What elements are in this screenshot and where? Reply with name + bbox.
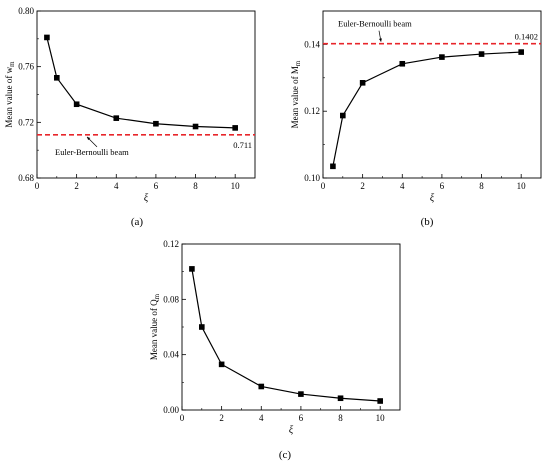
data-point bbox=[73, 101, 80, 108]
x-tick-label: 10 bbox=[376, 413, 386, 423]
data-point bbox=[359, 80, 366, 86]
plot-frame bbox=[322, 10, 542, 179]
x-tick-label: 10 bbox=[231, 181, 241, 191]
x-axis-label: ξ bbox=[289, 425, 294, 436]
chart-caption: (a) bbox=[131, 216, 144, 228]
series-line bbox=[332, 51, 522, 167]
reference-label: Euler-Bernoulli beam bbox=[338, 19, 412, 29]
data-point bbox=[189, 266, 195, 272]
data-point bbox=[232, 125, 238, 131]
y-axis-label: Mean value of Mm bbox=[290, 60, 302, 128]
reference-value-label: 0.711 bbox=[233, 140, 252, 150]
y-tick-label: 0.76 bbox=[18, 62, 34, 72]
reference-label: Euler-Bernoulli beam bbox=[55, 147, 129, 157]
y-tick-label: 0.12 bbox=[163, 239, 179, 249]
data-point bbox=[518, 49, 524, 55]
y-tick-label: 0.80 bbox=[18, 6, 34, 16]
data-point bbox=[340, 112, 346, 119]
y-axis-label-main: Mean value of Q bbox=[149, 299, 159, 360]
x-tick-label: 6 bbox=[154, 181, 159, 191]
x-tick-label: 4 bbox=[400, 181, 405, 191]
y-tick-label: 0.68 bbox=[18, 173, 34, 183]
chart-a: 0 2 4 6 8 10 0.68 0.72 0.76 0.80 ξ Mean value of wm… bbox=[4, 6, 256, 228]
chart-b: 0 2 4 6 8 10 0.10 0.12 0.14 ξ Mean value of Mm Eule… bbox=[290, 10, 542, 228]
x-tick-label: 6 bbox=[299, 413, 304, 423]
data-point bbox=[298, 391, 304, 397]
x-tick-label: 2 bbox=[74, 181, 79, 191]
x-axis-label: ξ bbox=[144, 193, 149, 204]
chart-caption: (b) bbox=[421, 216, 434, 228]
x-axis-label: ξ bbox=[430, 193, 435, 204]
data-point bbox=[399, 60, 406, 67]
y-tick-label: 0.72 bbox=[18, 117, 34, 127]
x-tick-label: 4 bbox=[259, 413, 264, 423]
x-tick-label: 10 bbox=[517, 181, 527, 191]
data-point bbox=[54, 75, 60, 81]
y-tick-label: 0.10 bbox=[304, 173, 320, 183]
y-tick-label: 0.04 bbox=[163, 350, 179, 360]
y-tick-label: 0.00 bbox=[163, 405, 179, 415]
chart-c: 0 2 4 6 8 10 0.00 0.04 0.08 0.12 ξ Mean value of Qm… bbox=[149, 239, 401, 461]
y-axis-label-main: Mean value of w bbox=[4, 66, 14, 127]
x-tick-label: 0 bbox=[35, 181, 40, 191]
reference-value-label: 0.1402 bbox=[515, 32, 538, 42]
x-tick-label: 8 bbox=[193, 181, 198, 191]
x-tick-label: 0 bbox=[180, 413, 185, 423]
x-tick-label: 8 bbox=[479, 181, 484, 191]
data-point bbox=[218, 361, 225, 368]
x-tick-label: 6 bbox=[440, 181, 445, 191]
x-tick-label: 8 bbox=[338, 413, 343, 423]
chart-caption: (c) bbox=[279, 449, 292, 461]
data-point bbox=[192, 123, 199, 130]
reference-arrowhead bbox=[378, 38, 382, 42]
plot-frame bbox=[181, 243, 401, 411]
y-axis-label: Mean value of wm bbox=[4, 61, 16, 128]
reference-arrowhead bbox=[87, 136, 91, 141]
y-axis-label-main: Mean value of M bbox=[290, 66, 300, 128]
x-tick-label: 4 bbox=[114, 181, 119, 191]
y-axis-label-subscript: m bbox=[8, 61, 16, 67]
data-point bbox=[377, 398, 383, 404]
series-line bbox=[46, 37, 236, 129]
y-axis-label: Mean value of Qm bbox=[149, 293, 161, 360]
series-line bbox=[191, 268, 381, 402]
y-tick-label: 0.14 bbox=[304, 39, 320, 49]
data-point bbox=[113, 115, 120, 121]
y-tick-label: 0.12 bbox=[304, 106, 320, 116]
x-tick-label: 2 bbox=[360, 181, 365, 191]
data-point bbox=[330, 163, 336, 170]
data-point bbox=[337, 395, 344, 402]
x-tick-label: 0 bbox=[321, 181, 326, 191]
data-point bbox=[258, 383, 265, 390]
y-tick-label: 0.08 bbox=[163, 294, 179, 304]
data-point bbox=[478, 51, 485, 57]
data-point bbox=[199, 324, 205, 330]
data-point bbox=[439, 54, 445, 60]
data-point bbox=[44, 34, 50, 41]
y-axis-label-subscript: m bbox=[153, 293, 161, 299]
data-point bbox=[153, 120, 159, 127]
x-tick-label: 2 bbox=[219, 413, 224, 423]
y-axis-label-subscript: m bbox=[294, 60, 302, 66]
